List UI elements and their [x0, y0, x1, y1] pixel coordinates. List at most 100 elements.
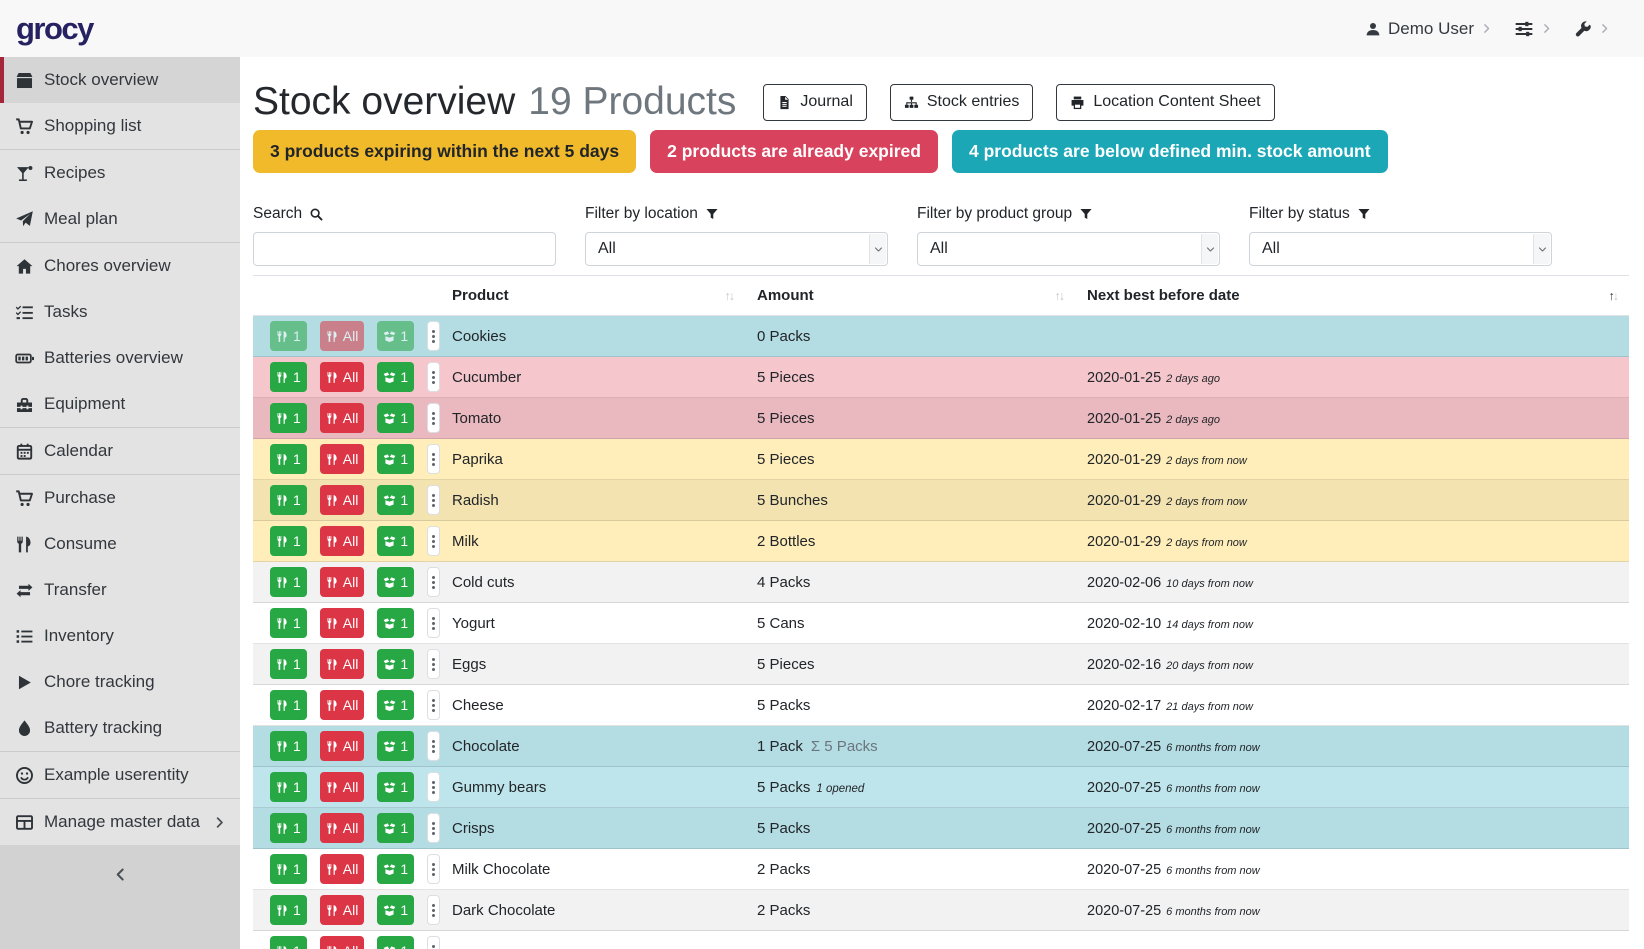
- sidebar-item-consume[interactable]: Consume: [0, 521, 240, 567]
- consume-all-button[interactable]: All: [319, 608, 365, 638]
- expiring-alert[interactable]: 3 products expiring within the next 5 da…: [253, 130, 637, 173]
- search-input[interactable]: [253, 232, 556, 266]
- consume-one-button[interactable]: 1: [270, 690, 307, 720]
- row-menu-button[interactable]: [427, 444, 440, 474]
- consume-one-button[interactable]: 1: [270, 895, 307, 925]
- sidebar-item-purchase[interactable]: Purchase: [0, 475, 240, 521]
- consume-all-button[interactable]: All: [319, 526, 365, 556]
- below-min-stock-alert[interactable]: 4 products are below defined min. stock …: [951, 130, 1388, 173]
- sidebar-item-recipes[interactable]: Recipes: [0, 150, 240, 196]
- row-menu-button[interactable]: [427, 567, 440, 597]
- consume-one-button[interactable]: 1: [270, 362, 307, 392]
- status-filter-select[interactable]: All: [1249, 232, 1552, 266]
- consume-one-button[interactable]: 1: [270, 772, 307, 802]
- consume-all-button[interactable]: All: [319, 731, 365, 761]
- open-one-button[interactable]: 1: [377, 526, 415, 556]
- open-one-button[interactable]: 1: [377, 403, 415, 433]
- sidebar-item-tasks[interactable]: Tasks: [0, 289, 240, 335]
- best-before-column-header[interactable]: Next best before date ↑↓: [1087, 287, 1619, 304]
- grocy-logo[interactable]: grocy: [16, 10, 94, 46]
- sidebar-item-chores-overview[interactable]: Chores overview: [0, 243, 240, 289]
- admin-menu[interactable]: [1574, 20, 1610, 38]
- consume-all-button[interactable]: All: [319, 403, 365, 433]
- row-menu-button[interactable]: [427, 895, 440, 925]
- row-menu-button[interactable]: [427, 854, 440, 884]
- row-menu-button[interactable]: [427, 690, 440, 720]
- open-one-button[interactable]: 1: [377, 731, 415, 761]
- consume-all-button[interactable]: All: [319, 854, 365, 884]
- row-menu-button[interactable]: [427, 649, 440, 679]
- consume-all-button[interactable]: All: [319, 772, 365, 802]
- journal-button[interactable]: Journal: [763, 83, 867, 121]
- settings-menu[interactable]: [1514, 19, 1552, 39]
- sidebar-item-transfer[interactable]: Transfer: [0, 567, 240, 613]
- consume-all-button[interactable]: All: [319, 649, 365, 679]
- consume-all-button[interactable]: All: [319, 690, 365, 720]
- sidebar-item-stock-overview[interactable]: Stock overview: [0, 57, 240, 103]
- consume-all-button[interactable]: All: [319, 895, 365, 925]
- open-one-button[interactable]: 1: [377, 485, 415, 515]
- open-one-button[interactable]: 1: [377, 567, 415, 597]
- consume-all-button[interactable]: All: [319, 321, 365, 351]
- row-menu-button[interactable]: [427, 321, 440, 351]
- consume-one-button[interactable]: 1: [270, 854, 307, 884]
- consume-all-button[interactable]: All: [319, 444, 365, 474]
- open-one-button[interactable]: 1: [377, 813, 415, 843]
- row-menu-button[interactable]: [427, 772, 440, 802]
- consume-one-button[interactable]: 1: [270, 321, 307, 351]
- row-menu-button[interactable]: [427, 526, 440, 556]
- open-one-button[interactable]: 1: [377, 772, 415, 802]
- row-menu-button[interactable]: [427, 403, 440, 433]
- user-menu[interactable]: Demo User: [1365, 19, 1492, 39]
- row-menu-button[interactable]: [427, 608, 440, 638]
- open-one-button[interactable]: 1: [377, 854, 415, 884]
- product-group-filter-select[interactable]: All: [917, 232, 1220, 266]
- consume-one-button[interactable]: 1: [270, 649, 307, 679]
- sidebar-item-equipment[interactable]: Equipment: [0, 381, 240, 427]
- expired-alert[interactable]: 2 products are already expired: [650, 130, 938, 173]
- chevron-left-icon[interactable]: [113, 867, 128, 882]
- open-one-button[interactable]: 1: [377, 690, 415, 720]
- consume-one-button[interactable]: 1: [270, 485, 307, 515]
- consume-one-button[interactable]: 1: [270, 608, 307, 638]
- row-menu-button[interactable]: [427, 731, 440, 761]
- sidebar-item-meal-plan[interactable]: Meal plan: [0, 196, 240, 242]
- open-one-button[interactable]: 1: [377, 608, 415, 638]
- open-one-button[interactable]: 1: [377, 649, 415, 679]
- open-one-button[interactable]: 1: [377, 895, 415, 925]
- open-one-button[interactable]: 1: [377, 444, 415, 474]
- open-one-button[interactable]: 1: [377, 321, 415, 351]
- consume-all-button[interactable]: All: [319, 813, 365, 843]
- row-menu-button[interactable]: [427, 813, 440, 843]
- sidebar-item-battery-tracking[interactable]: Battery tracking: [0, 705, 240, 751]
- sidebar-item-shopping-list[interactable]: Shopping list: [0, 103, 240, 149]
- consume-one-button[interactable]: 1: [270, 526, 307, 556]
- consume-all-button[interactable]: All: [319, 936, 365, 949]
- location-filter-select[interactable]: All: [585, 232, 888, 266]
- sidebar-item-calendar[interactable]: Calendar: [0, 428, 240, 474]
- consume-one-button[interactable]: 1: [270, 813, 307, 843]
- consume-one-button[interactable]: 1: [270, 403, 307, 433]
- consume-one-button[interactable]: 1: [270, 444, 307, 474]
- consume-one-button[interactable]: 1: [270, 567, 307, 597]
- product-column-header[interactable]: Product ↑↓: [452, 287, 735, 304]
- stock-entries-button[interactable]: Stock entries: [889, 83, 1034, 121]
- row-menu-button[interactable]: [427, 936, 440, 949]
- open-one-button[interactable]: 1: [377, 936, 415, 949]
- open-one-button[interactable]: 1: [377, 362, 415, 392]
- sidebar-item-batteries-overview[interactable]: Batteries overview: [0, 335, 240, 381]
- sidebar-item-chore-tracking[interactable]: Chore tracking: [0, 659, 240, 705]
- row-menu-button[interactable]: [427, 362, 440, 392]
- consume-one-button[interactable]: 1: [270, 936, 307, 949]
- consume-all-button[interactable]: All: [319, 567, 365, 597]
- sidebar-item-example-userentity[interactable]: Example userentity: [0, 752, 240, 798]
- consume-all-button[interactable]: All: [319, 485, 365, 515]
- timeago: 2 days from now: [1166, 495, 1247, 508]
- consume-one-button[interactable]: 1: [270, 731, 307, 761]
- consume-all-button[interactable]: All: [319, 362, 365, 392]
- row-menu-button[interactable]: [427, 485, 440, 515]
- sidebar-item-inventory[interactable]: Inventory: [0, 613, 240, 659]
- sidebar-item-manage-master-data[interactable]: Manage master data: [0, 799, 240, 845]
- amount-column-header[interactable]: Amount ↑↓: [757, 287, 1065, 304]
- location-content-sheet-button[interactable]: Location Content Sheet: [1056, 83, 1275, 121]
